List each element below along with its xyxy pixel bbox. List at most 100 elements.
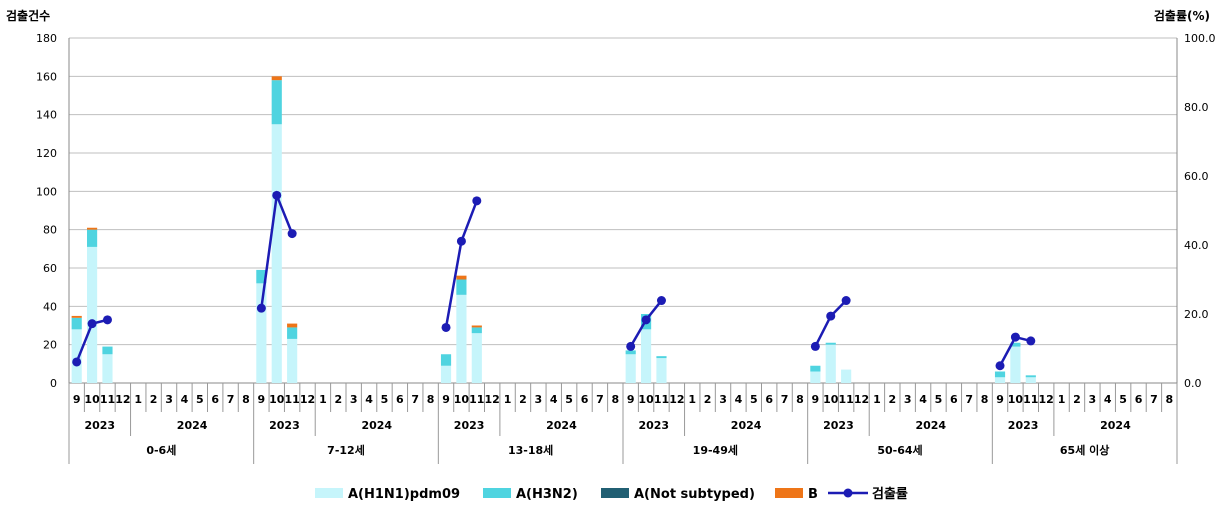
year-label: 2023 xyxy=(454,419,485,432)
rate-point xyxy=(256,303,266,313)
month-tick-label: 6 xyxy=(211,393,219,406)
bar-segment xyxy=(825,344,836,383)
bar-segment xyxy=(456,279,467,295)
bar-segment xyxy=(1010,346,1021,383)
month-tick-label: 12 xyxy=(485,393,500,406)
legend-swatch xyxy=(775,488,803,498)
month-tick-label: 3 xyxy=(904,393,912,406)
month-tick-label: 10 xyxy=(84,393,100,406)
year-label: 2023 xyxy=(638,419,669,432)
month-tick-label: 5 xyxy=(1119,393,1127,406)
month-tick-label: 4 xyxy=(365,393,373,406)
rate-point xyxy=(472,196,482,206)
month-tick-label: 2 xyxy=(150,393,158,406)
bar-segment xyxy=(1010,342,1021,347)
rate-point xyxy=(626,341,636,351)
month-tick-label: 2 xyxy=(1073,393,1081,406)
bar-segment xyxy=(1025,377,1036,383)
month-tick-label: 7 xyxy=(965,393,973,406)
y-left-tick-label: 160 xyxy=(36,70,57,83)
month-tick-label: 7 xyxy=(596,393,604,406)
bar-segment xyxy=(456,294,467,383)
month-tick-label: 7 xyxy=(227,393,235,406)
year-label: 2024 xyxy=(361,419,392,432)
rate-point xyxy=(1026,336,1036,346)
rate-line xyxy=(814,299,848,347)
gridlines xyxy=(68,37,1178,384)
month-tick-label: 5 xyxy=(196,393,204,406)
month-tick-label: 1 xyxy=(134,393,142,406)
month-tick-label: 6 xyxy=(1135,393,1143,406)
legend-swatch xyxy=(315,488,343,498)
month-tick-label: 3 xyxy=(719,393,727,406)
month-tick-label: 12 xyxy=(1039,393,1054,406)
rate-point xyxy=(456,236,466,246)
month-tick-label: 1 xyxy=(873,393,881,406)
month-tick-label: 10 xyxy=(823,393,839,406)
month-tick-label: 9 xyxy=(442,393,450,406)
legend-marker xyxy=(843,488,853,498)
group-label: 13-18세 xyxy=(508,443,553,457)
bar-segment xyxy=(271,80,282,125)
month-tick-label: 11 xyxy=(469,393,484,406)
month-tick-label: 11 xyxy=(838,393,853,406)
month-tick-label: 10 xyxy=(454,393,470,406)
month-tick-label: 6 xyxy=(765,393,773,406)
bar-segment xyxy=(87,227,98,230)
month-tick-label: 7 xyxy=(411,393,419,406)
month-tick-label: 12 xyxy=(115,393,130,406)
y-left-tick-label: 80 xyxy=(43,224,57,237)
month-tick-label: 2 xyxy=(519,393,527,406)
y-right-tick-label: 60.0 xyxy=(1184,170,1209,183)
month-tick-label: 8 xyxy=(796,393,804,406)
y-left-tick-label: 60 xyxy=(43,262,57,275)
rate-point xyxy=(72,357,82,367)
rate-lines xyxy=(72,190,1036,371)
month-tick-label: 2 xyxy=(704,393,712,406)
bar-segment xyxy=(287,323,298,328)
month-tick-label: 7 xyxy=(1150,393,1158,406)
month-tick-label: 12 xyxy=(854,393,869,406)
month-tick-label: 12 xyxy=(669,393,684,406)
month-tick-label: 2 xyxy=(888,393,896,406)
bar-segment xyxy=(256,283,267,383)
month-tick-label: 6 xyxy=(581,393,589,406)
month-tick-label: 5 xyxy=(565,393,573,406)
month-tick-label: 1 xyxy=(319,393,327,406)
bar-segment xyxy=(87,246,98,383)
month-tick-label: 9 xyxy=(996,393,1004,406)
bar-segment xyxy=(471,325,482,328)
month-tick-label: 11 xyxy=(100,393,115,406)
bar-segment xyxy=(1025,375,1036,378)
bar-segment xyxy=(456,275,467,280)
y-left-tick-label: 120 xyxy=(36,147,57,160)
legend-label: A(H1N1)pdm09 xyxy=(348,487,460,502)
bar-segment xyxy=(625,354,636,383)
group-label: 50-64세 xyxy=(877,443,922,457)
year-label: 2024 xyxy=(731,419,762,432)
bar-segment xyxy=(71,315,82,318)
month-tick-label: 3 xyxy=(535,393,543,406)
rate-point xyxy=(810,341,820,351)
bar-segment xyxy=(641,329,652,383)
bar-segment xyxy=(656,356,667,359)
month-tick-label: 11 xyxy=(654,393,669,406)
month-tick-label: 8 xyxy=(1165,393,1173,406)
bar-segment xyxy=(471,333,482,383)
month-tick-label: 3 xyxy=(1089,393,1097,406)
year-label: 2023 xyxy=(823,419,854,432)
month-tick-label: 5 xyxy=(935,393,943,406)
month-tick-label: 3 xyxy=(350,393,358,406)
bar-segment xyxy=(841,369,852,383)
bar-segment xyxy=(810,365,821,372)
month-tick-label: 4 xyxy=(735,393,743,406)
bars xyxy=(71,76,1036,383)
y-right-axis-title: 검출률(%) xyxy=(1154,8,1210,23)
y-right-tick-label: 100.0 xyxy=(1184,32,1216,45)
legend-label: 검출률 xyxy=(872,486,908,502)
month-tick-label: 10 xyxy=(1008,393,1024,406)
y-left-tick-label: 100 xyxy=(36,185,57,198)
year-label: 2024 xyxy=(1100,419,1131,432)
month-tick-label: 4 xyxy=(181,393,189,406)
bar-segment xyxy=(994,371,1006,378)
